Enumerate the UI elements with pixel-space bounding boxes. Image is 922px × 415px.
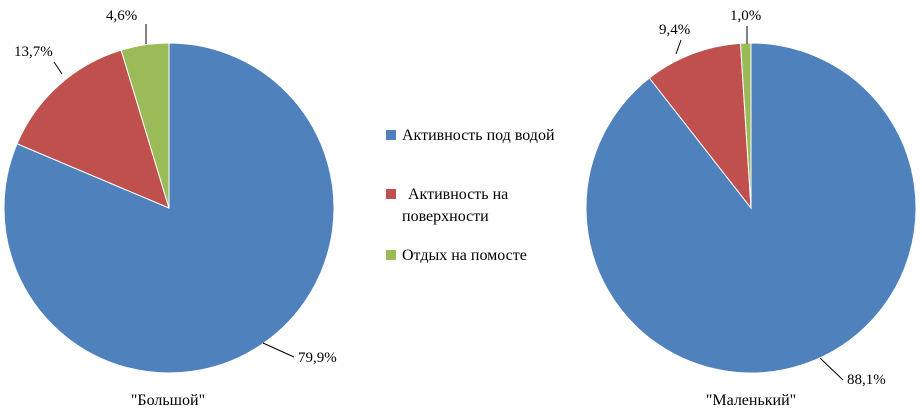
pie-0-leader-line-underwater — [262, 342, 295, 358]
pie-0-leader-line-surface — [53, 61, 63, 75]
pie-0-slice-underwater — [3, 42, 335, 374]
pie-1-leader-line-surface — [675, 39, 682, 55]
legend-label-surface: Активность на поверхности — [402, 186, 512, 225]
pie-1-data-label-surface: 9,4% — [659, 22, 690, 38]
pie-0-data-label-rest: 4,6% — [106, 8, 137, 24]
legend-swatch-rest — [386, 250, 396, 260]
pie-chart-bolshoy: 79,9% 13,7% 4,6% "Большой" — [3, 8, 337, 409]
pie-0-data-label-underwater: 79,9% — [298, 350, 337, 366]
legend-label-rest: Отдых на помосте — [402, 247, 527, 264]
pie-1-slice-rest — [739, 42, 752, 209]
legend-swatch-surface — [386, 189, 396, 199]
pie-1-slice-underwater — [585, 42, 917, 374]
pie-chart-malenkiy: 88,1% 9,4% 1,0% "Маленький" — [585, 8, 917, 409]
legend: Активность под водой Активность на повер… — [386, 127, 555, 264]
pie-1-slice-surface — [648, 42, 752, 210]
pie-0-slice-rest — [120, 42, 170, 209]
pie-0-data-label-surface: 13,7% — [14, 44, 53, 60]
legend-swatch-underwater — [386, 130, 396, 140]
pie-1-title: "Маленький" — [706, 392, 796, 409]
pie-0-slice-surface — [16, 49, 170, 209]
pie-0-title: "Большой" — [131, 392, 205, 409]
legend-label-underwater: Активность под водой — [402, 127, 555, 144]
pie-1-data-label-rest: 1,0% — [730, 8, 761, 24]
legend-label-surface-line-1: Активность на — [408, 186, 508, 203]
pie-1-data-label-underwater: 88,1% — [847, 372, 886, 388]
legend-label-surface-line-2: поверхности — [402, 208, 489, 225]
pie-1-leader-line-underwater — [819, 357, 844, 381]
